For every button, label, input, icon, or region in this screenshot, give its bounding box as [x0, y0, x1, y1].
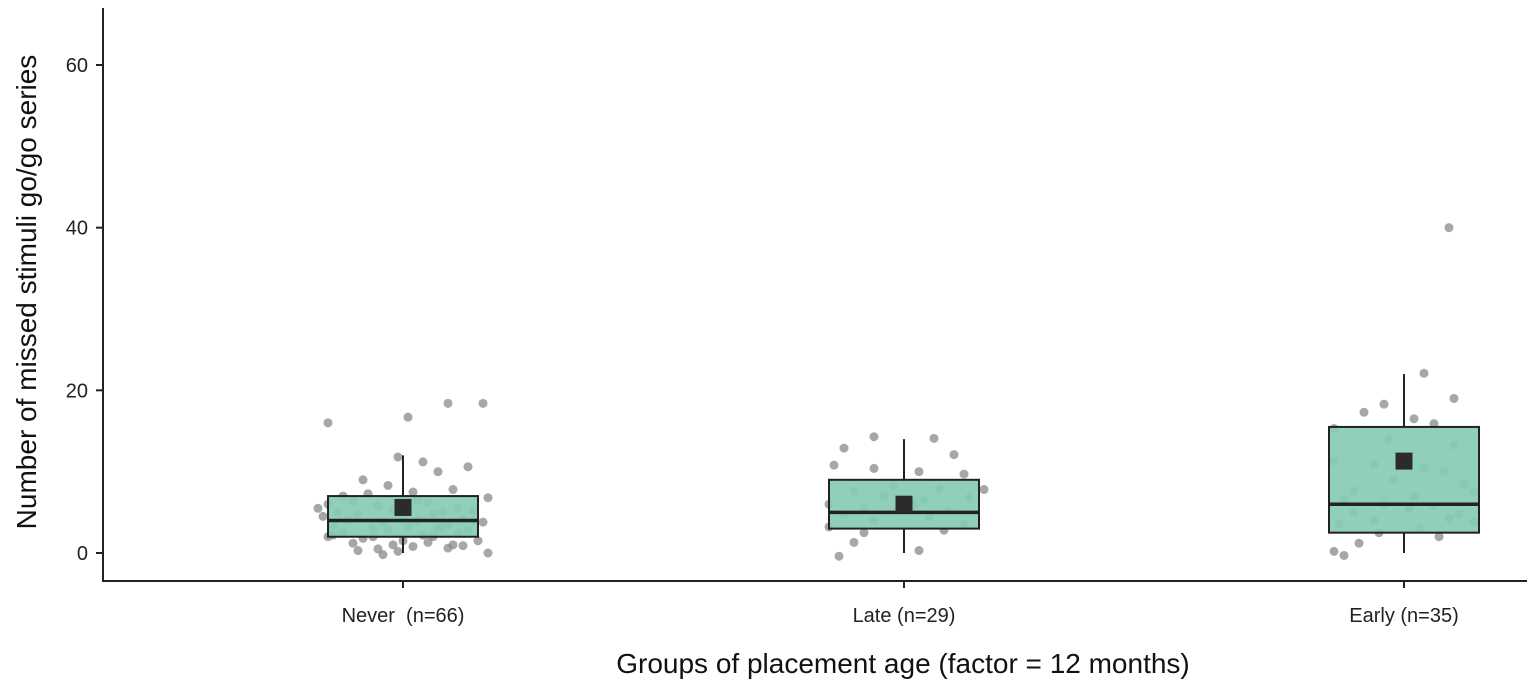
y-tick-label: 40 — [66, 218, 88, 240]
data-point — [483, 548, 493, 558]
mean-marker — [895, 495, 913, 513]
data-point — [408, 541, 418, 551]
data-point — [949, 450, 959, 460]
axes — [102, 8, 1527, 582]
box-layer — [327, 374, 1480, 553]
data-point — [1434, 532, 1444, 542]
data-point — [443, 398, 453, 408]
box-group — [327, 455, 479, 553]
data-point — [318, 511, 328, 521]
mean-marker — [1395, 452, 1413, 470]
data-point — [914, 467, 924, 477]
data-point — [839, 443, 849, 453]
data-point — [433, 467, 443, 477]
data-point — [408, 487, 418, 497]
data-point — [393, 546, 403, 556]
x-tick-label: Early (n=35) — [1349, 605, 1459, 627]
data-point — [353, 546, 363, 556]
data-point — [1359, 407, 1369, 417]
data-point — [979, 485, 989, 495]
data-point — [1409, 414, 1419, 424]
mean-marker — [394, 498, 412, 516]
data-point — [478, 398, 488, 408]
y-tick-label: 20 — [66, 380, 88, 402]
data-point — [1449, 393, 1459, 403]
data-point — [1354, 538, 1364, 548]
data-point — [473, 536, 483, 546]
data-point — [378, 550, 388, 560]
data-point — [869, 463, 879, 473]
data-point — [834, 551, 844, 561]
x-axis-title: Groups of placement age (factor = 12 mon… — [616, 648, 1190, 679]
data-point — [1429, 419, 1439, 429]
data-point — [383, 480, 393, 490]
data-point — [869, 432, 879, 442]
box-group — [1328, 374, 1480, 553]
data-point — [388, 540, 398, 550]
data-point — [358, 475, 368, 485]
data-point — [1379, 399, 1389, 409]
data-point — [323, 418, 333, 428]
x-tick-label: Late (n=29) — [853, 605, 956, 627]
x-tick-label: Never (n=66) — [342, 605, 465, 627]
data-point — [448, 540, 458, 550]
data-point — [859, 528, 869, 538]
data-point — [959, 469, 969, 479]
data-point — [313, 503, 323, 513]
data-point — [483, 493, 493, 503]
data-point — [849, 537, 859, 547]
y-tick-label: 60 — [66, 55, 88, 77]
data-point — [829, 460, 839, 470]
data-point — [478, 517, 488, 527]
data-point — [1329, 546, 1339, 556]
data-point — [463, 462, 473, 472]
data-point — [914, 546, 924, 556]
data-point — [458, 541, 468, 551]
data-point — [418, 457, 428, 467]
data-point — [1339, 550, 1349, 560]
data-point — [423, 537, 433, 547]
data-point — [929, 433, 939, 443]
data-point — [448, 485, 458, 495]
x-ticks: Never (n=66) Late (n=29) Early (n=35) — [342, 581, 1459, 627]
data-point — [348, 538, 358, 548]
y-ticks: 0 20 40 60 — [66, 55, 103, 565]
data-point — [1444, 223, 1454, 233]
y-axis-title: Number of missed stimuli go/go series — [11, 55, 42, 530]
y-tick-label: 0 — [77, 543, 88, 565]
data-point — [1419, 368, 1429, 378]
box-group — [828, 439, 980, 553]
data-point — [403, 412, 413, 422]
data-point — [393, 452, 403, 462]
iqr-box — [1328, 425, 1480, 534]
